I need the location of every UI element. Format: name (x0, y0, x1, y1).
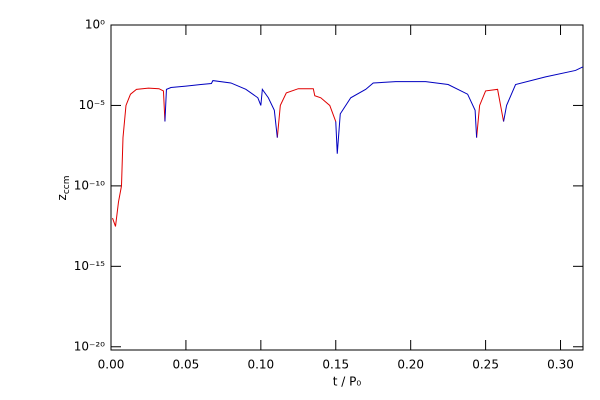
y-tick-label: 10⁻¹⁵ (74, 259, 105, 273)
y-tick-label: 10⁰ (85, 18, 105, 32)
series-line (164, 66, 584, 154)
plot-frame (110, 24, 584, 351)
x-tick-label: 0.05 (173, 358, 200, 372)
x-tick-label: 0.30 (547, 358, 574, 372)
x-tick-label: 0.15 (322, 358, 349, 372)
y-tick-label: 10⁻⁵ (79, 98, 106, 112)
y-tick-label: 10⁻¹⁰ (74, 178, 105, 192)
y-tick-label: 10⁻²⁰ (74, 339, 105, 353)
x-tick-label: 0.25 (472, 358, 499, 372)
y-axis-label: zccm (55, 176, 72, 201)
series-line (112, 87, 505, 227)
x-axis-label: t / P₀ (333, 375, 362, 389)
x-tick-label: 0.20 (397, 358, 424, 372)
x-tick-label: 0.10 (247, 358, 274, 372)
x-tick-label: 0.00 (98, 358, 125, 372)
y-axis-label-sub: ccm (62, 176, 72, 195)
y-axis-label-main: z (55, 194, 69, 200)
